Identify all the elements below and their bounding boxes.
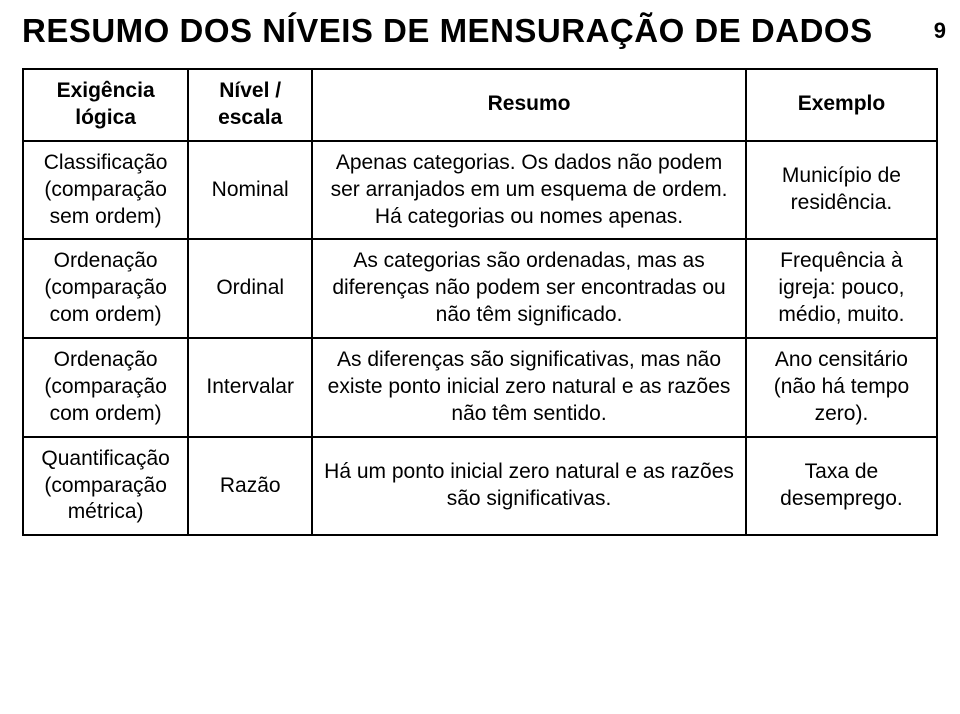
header-exigencia: Exigência lógica: [23, 69, 188, 141]
cell-nivel: Intervalar: [188, 338, 312, 437]
cell-nivel: Razão: [188, 437, 312, 536]
cell-exemplo: Frequência à igreja: pouco, médio, muito…: [746, 239, 937, 338]
cell-exemplo: Taxa de desemprego.: [746, 437, 937, 536]
cell-resumo: Há um ponto inicial zero natural e as ra…: [312, 437, 746, 536]
table-row: Classificação (comparação sem ordem) Nom…: [23, 141, 937, 240]
levels-table: Exigência lógica Nível / escala Resumo E…: [22, 68, 938, 536]
page-number: 9: [934, 18, 946, 44]
cell-exigencia: Quantificação (comparação métrica): [23, 437, 188, 536]
table-row: Quantificação (comparação métrica) Razão…: [23, 437, 937, 536]
cell-exemplo: Município de residência.: [746, 141, 937, 240]
header-exemplo: Exemplo: [746, 69, 937, 141]
page-title: RESUMO DOS NÍVEIS DE MENSURAÇÃO DE DADOS: [22, 12, 960, 50]
table-header-row: Exigência lógica Nível / escala Resumo E…: [23, 69, 937, 141]
cell-nivel: Ordinal: [188, 239, 312, 338]
cell-exigencia: Classificação (comparação sem ordem): [23, 141, 188, 240]
cell-resumo: Apenas categorias. Os dados não podem se…: [312, 141, 746, 240]
table-row: Ordenação (comparação com ordem) Ordinal…: [23, 239, 937, 338]
header-nivel: Nível / escala: [188, 69, 312, 141]
cell-nivel: Nominal: [188, 141, 312, 240]
cell-resumo: As categorias são ordenadas, mas as dife…: [312, 239, 746, 338]
cell-exigencia: Ordenação (comparação com ordem): [23, 239, 188, 338]
table-row: Ordenação (comparação com ordem) Interva…: [23, 338, 937, 437]
cell-resumo: As diferenças são significativas, mas nã…: [312, 338, 746, 437]
cell-exigencia: Ordenação (comparação com ordem): [23, 338, 188, 437]
header-resumo: Resumo: [312, 69, 746, 141]
cell-exemplo: Ano censitário (não há tempo zero).: [746, 338, 937, 437]
